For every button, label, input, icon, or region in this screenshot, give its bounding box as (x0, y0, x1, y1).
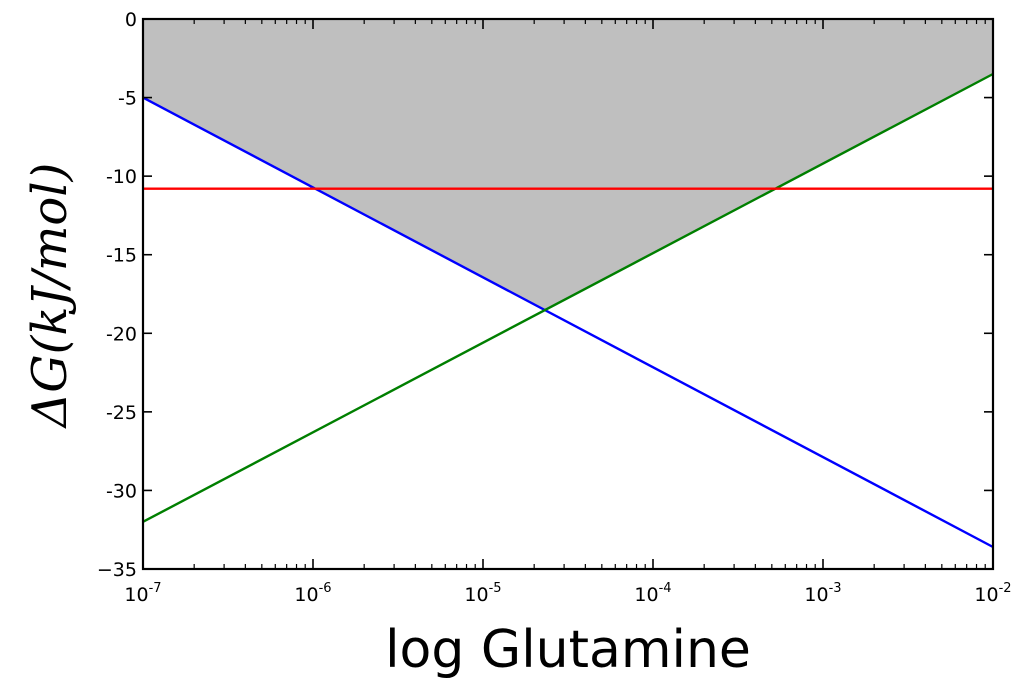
y-tick-label: -10 (106, 166, 137, 188)
y-tick-label: 0 (125, 9, 137, 31)
y-tick-label: -25 (106, 402, 137, 424)
y-tick-label: -20 (106, 323, 137, 345)
series-line-2 (142, 72, 994, 523)
x-tick-label: 10-6 (294, 581, 331, 606)
x-tick-label: 10-4 (634, 581, 671, 606)
x-tick-label: 10-3 (804, 581, 841, 606)
shaded-region (143, 19, 993, 311)
x-axis-label: log Glutamine (385, 620, 751, 680)
plot-frame (141, 17, 995, 571)
y-tick-label: −35 (97, 559, 137, 581)
x-tick-label: 10-2 (974, 581, 1011, 606)
series-line-1 (142, 96, 994, 549)
x-tick-label: 10-5 (464, 581, 501, 606)
y-tick-label: -5 (118, 88, 137, 110)
y-axis-label: ΔG(kJ/mol) (22, 163, 78, 430)
x-tick-label: 10-7 (124, 581, 161, 606)
y-tick-label: -15 (106, 245, 137, 267)
y-tick-label: -30 (106, 480, 137, 502)
